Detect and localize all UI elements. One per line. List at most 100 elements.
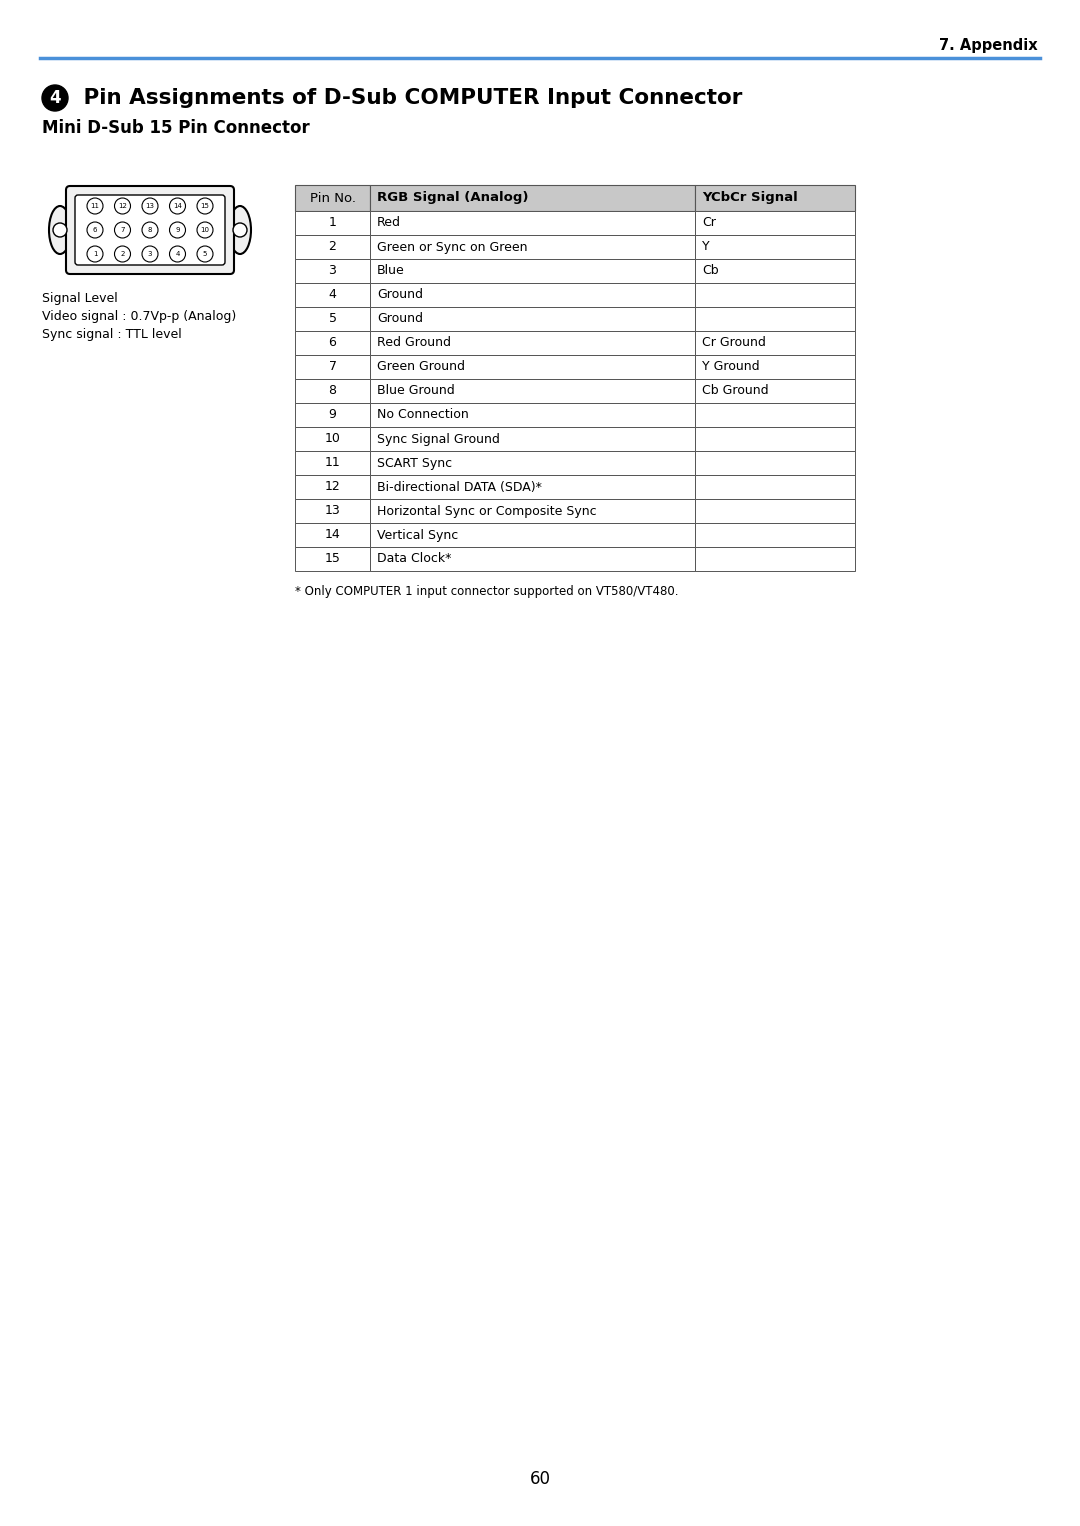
Bar (696, 259, 855, 282)
Bar (696, 378, 855, 403)
Text: Sync signal : TTL level: Sync signal : TTL level (42, 328, 181, 340)
Text: Video signal : 0.7Vp-p (Analog): Video signal : 0.7Vp-p (Analog) (42, 310, 237, 324)
Circle shape (114, 198, 131, 214)
Bar (370, 546, 696, 571)
Text: 60: 60 (529, 1470, 551, 1488)
Text: 5: 5 (328, 313, 337, 325)
Text: Cr: Cr (702, 217, 716, 229)
Text: Green or Sync on Green: Green or Sync on Green (377, 241, 527, 253)
Bar (370, 185, 696, 211)
Bar (295, 307, 370, 331)
Text: Blue: Blue (377, 264, 405, 278)
Bar (370, 475, 696, 499)
Text: Y Ground: Y Ground (702, 360, 759, 374)
Bar (696, 307, 855, 331)
Bar (295, 378, 370, 403)
Bar (696, 211, 855, 235)
Bar (696, 185, 855, 211)
Text: Signal Level: Signal Level (42, 291, 118, 305)
Ellipse shape (49, 206, 71, 253)
Text: 10: 10 (201, 227, 210, 233)
Bar (696, 475, 855, 499)
Text: 4: 4 (175, 250, 179, 256)
Bar (295, 475, 370, 499)
Text: SCART Sync: SCART Sync (377, 456, 453, 470)
Bar (370, 211, 696, 235)
Text: 4: 4 (50, 89, 60, 107)
Bar (696, 452, 855, 475)
Text: Pin No.: Pin No. (310, 191, 355, 204)
Bar (370, 378, 696, 403)
Bar (696, 546, 855, 571)
Bar (696, 282, 855, 307)
Bar (295, 546, 370, 571)
Text: Red: Red (377, 217, 401, 229)
Bar (696, 499, 855, 523)
Circle shape (141, 198, 158, 214)
Bar (696, 403, 855, 427)
Circle shape (170, 221, 186, 238)
Bar (295, 259, 370, 282)
Circle shape (42, 85, 68, 111)
Circle shape (197, 246, 213, 262)
Circle shape (233, 223, 247, 237)
Text: Ground: Ground (377, 313, 423, 325)
Text: Horizontal Sync or Composite Sync: Horizontal Sync or Composite Sync (377, 505, 596, 517)
Bar (295, 452, 370, 475)
Bar (295, 282, 370, 307)
Circle shape (197, 221, 213, 238)
Text: Cb Ground: Cb Ground (702, 385, 769, 397)
Text: Cr Ground: Cr Ground (702, 337, 766, 349)
Bar (295, 185, 370, 211)
Text: No Connection: No Connection (377, 409, 469, 421)
Circle shape (141, 221, 158, 238)
Text: 1: 1 (328, 217, 337, 229)
Text: 2: 2 (328, 241, 337, 253)
Bar (295, 403, 370, 427)
Text: Sync Signal Ground: Sync Signal Ground (377, 432, 500, 446)
Bar (295, 235, 370, 259)
Text: Y: Y (702, 241, 710, 253)
Circle shape (170, 198, 186, 214)
Text: 15: 15 (201, 203, 210, 209)
Text: * Only COMPUTER 1 input connector supported on VT580/VT480.: * Only COMPUTER 1 input connector suppor… (295, 584, 678, 598)
Bar (370, 427, 696, 452)
Text: Pin Assignments of D-Sub COMPUTER Input Connector: Pin Assignments of D-Sub COMPUTER Input … (76, 89, 742, 108)
Bar (295, 427, 370, 452)
Bar (295, 331, 370, 356)
FancyBboxPatch shape (66, 186, 234, 275)
Text: 14: 14 (173, 203, 181, 209)
Bar (370, 282, 696, 307)
Text: 9: 9 (328, 409, 337, 421)
Text: 10: 10 (325, 432, 340, 446)
Text: Green Ground: Green Ground (377, 360, 465, 374)
Bar (370, 307, 696, 331)
Text: 11: 11 (91, 203, 99, 209)
Text: 5: 5 (203, 250, 207, 256)
Text: 8: 8 (328, 385, 337, 397)
Bar (370, 259, 696, 282)
Bar (295, 499, 370, 523)
Text: Data Clock*: Data Clock* (377, 552, 451, 566)
Text: 7: 7 (328, 360, 337, 374)
Text: 12: 12 (118, 203, 127, 209)
Text: 13: 13 (325, 505, 340, 517)
Ellipse shape (229, 206, 251, 253)
Text: 13: 13 (146, 203, 154, 209)
Text: 1: 1 (93, 250, 97, 256)
Text: 14: 14 (325, 528, 340, 542)
Bar (370, 403, 696, 427)
Text: Vertical Sync: Vertical Sync (377, 528, 458, 542)
Text: 6: 6 (93, 227, 97, 233)
Bar (370, 499, 696, 523)
Circle shape (197, 198, 213, 214)
Bar (696, 427, 855, 452)
Circle shape (114, 246, 131, 262)
Text: Red Ground: Red Ground (377, 337, 451, 349)
Circle shape (170, 246, 186, 262)
Bar (370, 452, 696, 475)
Bar (295, 211, 370, 235)
Circle shape (87, 221, 103, 238)
Bar (696, 356, 855, 378)
Text: 4: 4 (328, 288, 337, 302)
